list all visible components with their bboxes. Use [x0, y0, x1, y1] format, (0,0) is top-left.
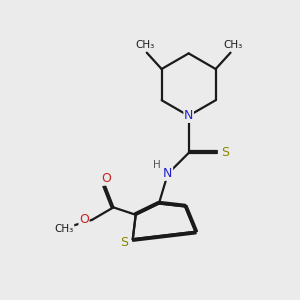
Text: CH₃: CH₃: [55, 224, 74, 234]
Text: S: S: [120, 236, 128, 249]
Text: CH₃: CH₃: [224, 40, 243, 50]
Text: N: N: [184, 109, 193, 122]
Text: O: O: [101, 172, 111, 185]
Text: S: S: [221, 146, 229, 160]
Text: H: H: [153, 160, 160, 170]
Text: O: O: [79, 213, 89, 226]
Text: N: N: [163, 167, 172, 180]
Text: CH₃: CH₃: [136, 40, 155, 50]
